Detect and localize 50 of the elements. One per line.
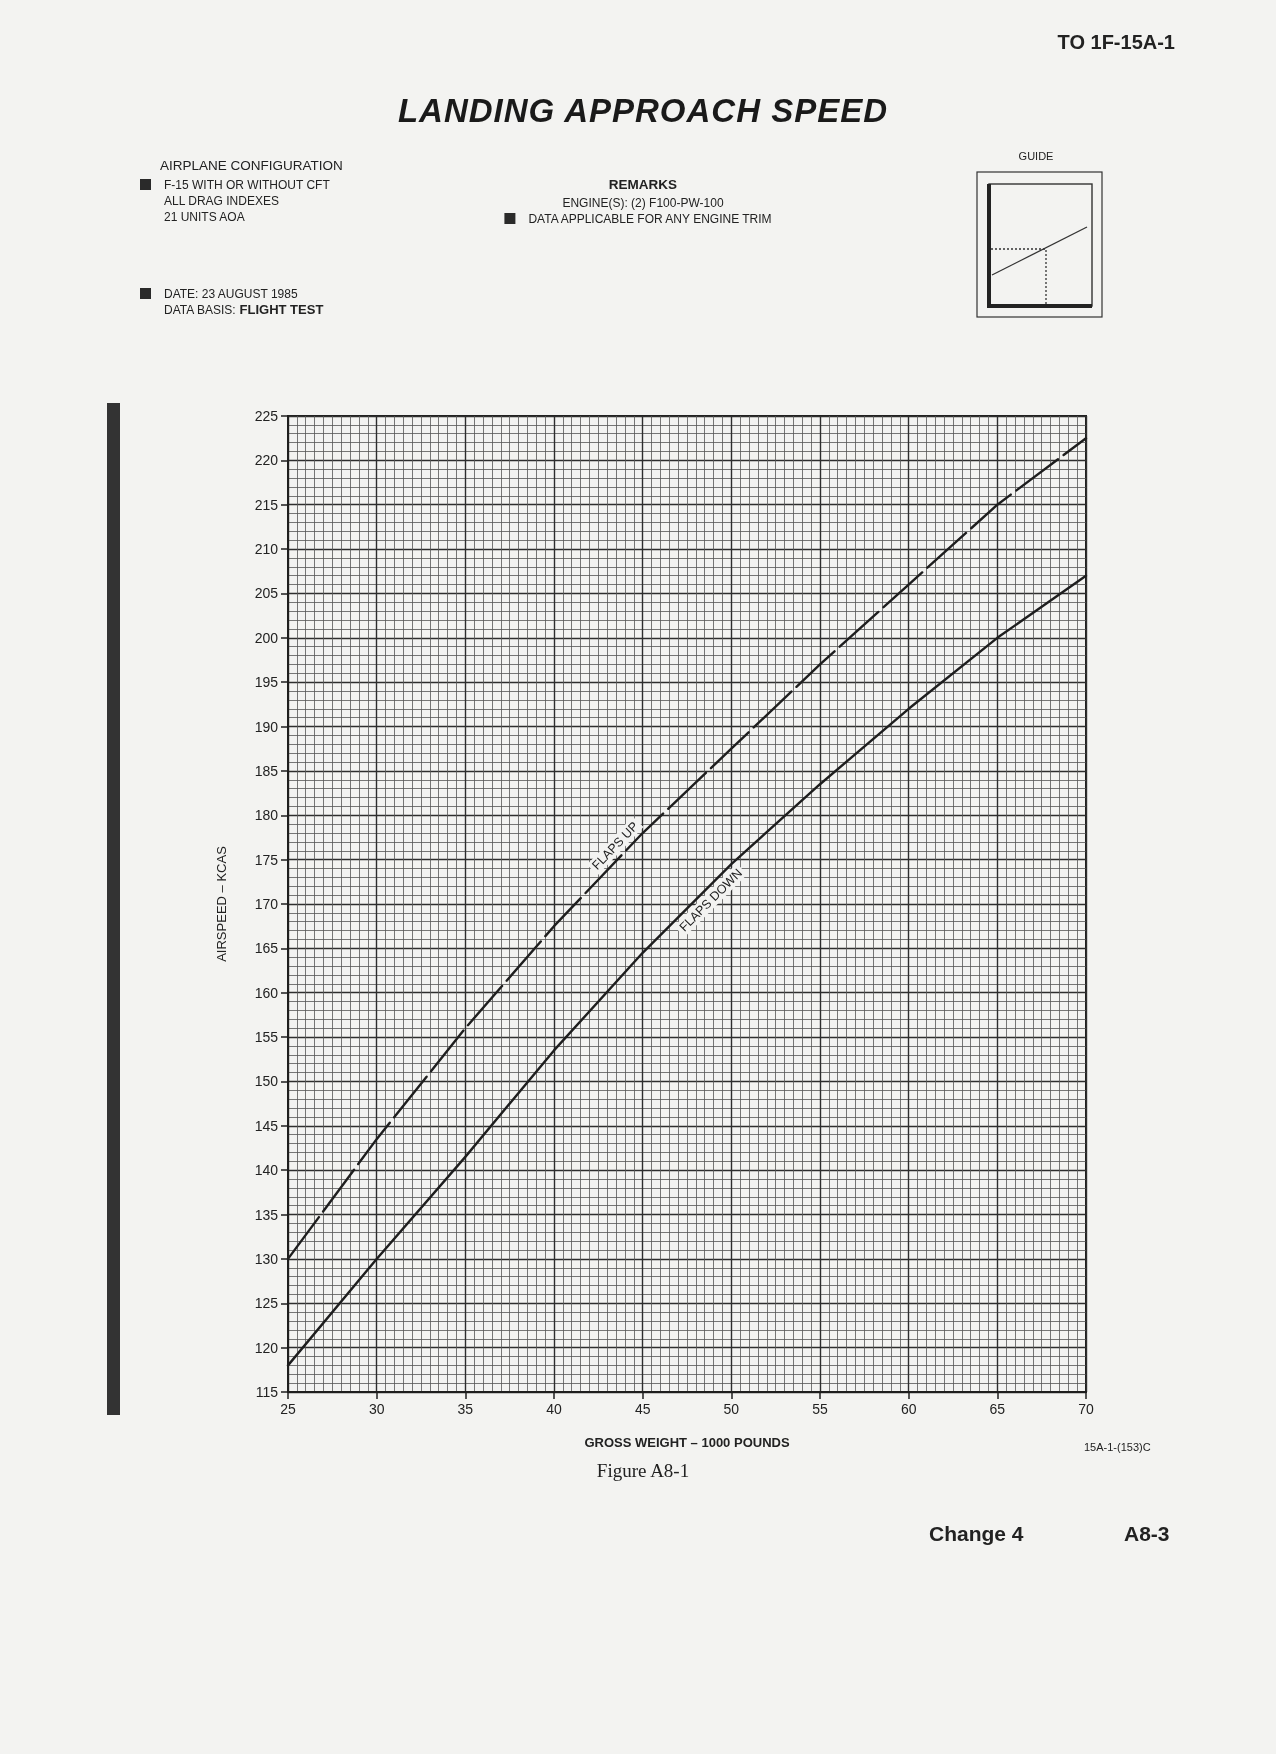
text: DATA BASIS: <box>164 303 236 317</box>
x-tick-label: 35 <box>457 1401 474 1417</box>
y-tick-label: 130 <box>254 1250 279 1267</box>
x-tick-label: 65 <box>989 1401 1006 1417</box>
y-tick-label: 150 <box>254 1073 279 1090</box>
x-tick-label: 70 <box>1078 1401 1094 1417</box>
y-tick-label: 170 <box>254 896 279 912</box>
y-tick-label: 190 <box>254 718 279 735</box>
y-tick-label: 205 <box>254 585 279 602</box>
y-tick-label: 160 <box>254 984 279 1001</box>
text: DATE: 23 AUGUST 1985 <box>164 286 298 302</box>
x-tick-label: 60 <box>900 1401 917 1417</box>
y-tick-label: 155 <box>254 1029 279 1046</box>
x-tick-label: 40 <box>546 1401 562 1417</box>
y-tick-label: 140 <box>254 1162 279 1179</box>
y-tick-label: 115 <box>255 1384 279 1400</box>
text: DATA APPLICABLE FOR ANY ENGINE TRIM <box>528 211 772 227</box>
y-tick-label: 215 <box>254 496 279 513</box>
y-tick-label: 165 <box>254 940 279 957</box>
text: GUIDE <box>1018 149 1054 164</box>
x-tick-label: 25 <box>280 1401 296 1417</box>
y-tick-label: 200 <box>254 629 279 646</box>
chart-title: LANDING APPROACH SPEED <box>397 92 889 130</box>
x-tick-label: 45 <box>634 1401 651 1417</box>
caption: Figure A8-1 <box>596 1460 690 1482</box>
x-axis-title: GROSS WEIGHT – 1000 POUNDS <box>584 1435 790 1450</box>
x-tick-label: 30 <box>368 1401 385 1417</box>
y-tick-label: 145 <box>254 1117 279 1134</box>
y-tick-label: 225 <box>254 408 279 424</box>
y-tick-label: 175 <box>254 851 279 868</box>
y-axis-title: AIRSPEED – KCAS <box>214 845 229 962</box>
text: TO 1F-15A-1 <box>1057 30 1175 54</box>
x-tick-label: 50 <box>723 1401 740 1417</box>
text: F-15 WITH OR WITHOUT CFT ALL DRAG INDEXES 21 UNITS AOA <box>164 177 330 225</box>
y-tick-label: 180 <box>254 807 279 824</box>
y-tick-label: 125 <box>254 1295 279 1312</box>
text: FLIGHT TEST <box>239 302 324 317</box>
y-tick-label: 135 <box>254 1206 279 1223</box>
text: A8-3 <box>1124 1522 1170 1546</box>
y-tick-label: 210 <box>254 541 279 558</box>
text: ENGINE(S): (2) F100-PW-100 <box>562 195 724 211</box>
x-tick-label: 55 <box>812 1401 828 1417</box>
text: REMARKS <box>608 177 678 193</box>
y-tick-label: 120 <box>254 1339 279 1356</box>
text: Change 4 <box>929 1522 1024 1546</box>
y-tick-label: 220 <box>254 452 279 469</box>
text: 15A-1-(153)C <box>1084 1440 1151 1455</box>
text: AIRPLANE CONFIGURATION <box>160 158 343 174</box>
y-tick-label: 195 <box>254 674 279 691</box>
y-tick-label: 185 <box>254 762 279 779</box>
